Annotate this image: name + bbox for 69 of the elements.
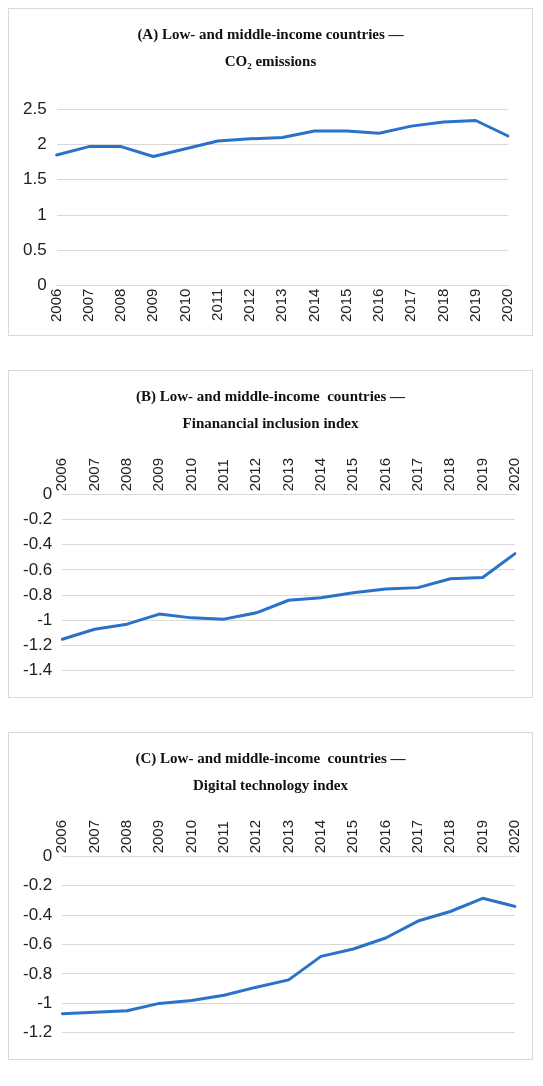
x-tick-label: 2015 — [336, 288, 354, 323]
x-tick-label: 2016 — [369, 288, 387, 323]
y-tick-label: 0.5 — [22, 240, 47, 260]
x-tick-label: 2010 — [175, 288, 193, 323]
x-tick-label: 2011 — [207, 288, 225, 321]
x-tick-label: 2018 — [440, 457, 458, 492]
x-tick-label: 2016 — [375, 457, 393, 492]
x-tick-label: 2008 — [117, 819, 135, 854]
y-tick-label: -0.2 — [23, 875, 53, 895]
y-tick-label: 2.5 — [22, 98, 47, 118]
x-tick-label: 2007 — [84, 457, 102, 492]
chart-title: (B) Low- and middle-income countries — Finanancial inclusion index — [134, 387, 407, 433]
x-tick-label: 2019 — [472, 457, 490, 492]
x-tick-label: 2009 — [149, 819, 167, 854]
x-tick-label: 2015 — [343, 457, 361, 492]
x-tick-label: 2020 — [505, 457, 523, 492]
y-tick-label: -0.6 — [23, 559, 53, 579]
x-tick-label: 2019 — [472, 819, 490, 854]
y-tick-label: -1.4 — [23, 660, 53, 680]
x-tick-label: 2006 — [52, 819, 70, 854]
x-tick-label: 2007 — [84, 819, 102, 854]
y-tick-label: -0.2 — [23, 509, 53, 529]
x-tick-label: 2014 — [311, 457, 329, 492]
x-tick-label: 2008 — [117, 457, 135, 492]
y-tick-label: -0.8 — [23, 584, 53, 604]
x-tick-label: 2015 — [343, 819, 361, 854]
x-tick-label: 2008 — [111, 288, 129, 323]
y-tick-label: 0 — [42, 846, 53, 866]
x-tick-label: 2020 — [505, 819, 523, 854]
chart-title: (A) Low- and middle-income countries — CO₂ emissions — [136, 25, 405, 71]
x-tick-label: 2011 — [214, 821, 232, 854]
x-tick-label: 2009 — [143, 288, 161, 323]
x-tick-label: 2006 — [52, 457, 70, 492]
x-tick-label: 2013 — [278, 819, 296, 854]
x-tick-label: 2012 — [246, 457, 264, 492]
x-tick-label: 2017 — [408, 457, 426, 492]
x-tick-label: 2014 — [304, 288, 322, 323]
y-tick-label: 1.5 — [22, 169, 47, 189]
y-tick-label: -1.2 — [23, 635, 53, 655]
y-tick-label: 2 — [37, 134, 47, 154]
x-tick-label: 2013 — [272, 288, 290, 323]
x-tick-label: 2012 — [246, 819, 264, 854]
x-tick-label: 2018 — [433, 288, 451, 323]
chart-title: (C) Low- and middle-income countries — Digital technology index — [134, 749, 407, 795]
x-tick-label: 2020 — [498, 288, 516, 323]
x-tick-label: 2006 — [46, 288, 64, 323]
y-tick-label: -1 — [37, 610, 53, 630]
y-tick-label: -0.8 — [23, 963, 53, 983]
y-tick-label: -0.6 — [23, 934, 53, 954]
x-tick-label: 2013 — [278, 457, 296, 492]
y-tick-label: 0 — [42, 484, 53, 504]
y-tick-label: -0.4 — [23, 534, 53, 554]
x-tick-label: 2017 — [408, 819, 426, 854]
x-tick-label: 2010 — [181, 819, 199, 854]
x-tick-label: 2011 — [214, 459, 232, 492]
y-tick-label: -1.2 — [23, 1022, 53, 1042]
x-tick-label: 2017 — [401, 288, 419, 323]
y-tick-label: 0 — [37, 275, 47, 295]
x-tick-label: 2009 — [149, 457, 167, 492]
x-tick-label: 2007 — [79, 288, 97, 323]
x-tick-label: 2014 — [311, 819, 329, 854]
x-tick-label: 2018 — [440, 819, 458, 854]
y-tick-label: -1 — [37, 993, 53, 1013]
x-tick-label: 2012 — [240, 288, 258, 323]
x-tick-label: 2010 — [181, 457, 199, 492]
y-tick-label: 1 — [37, 204, 47, 224]
y-tick-label: -0.4 — [23, 904, 53, 924]
x-tick-label: 2016 — [375, 819, 393, 854]
x-tick-label: 2019 — [465, 288, 483, 323]
